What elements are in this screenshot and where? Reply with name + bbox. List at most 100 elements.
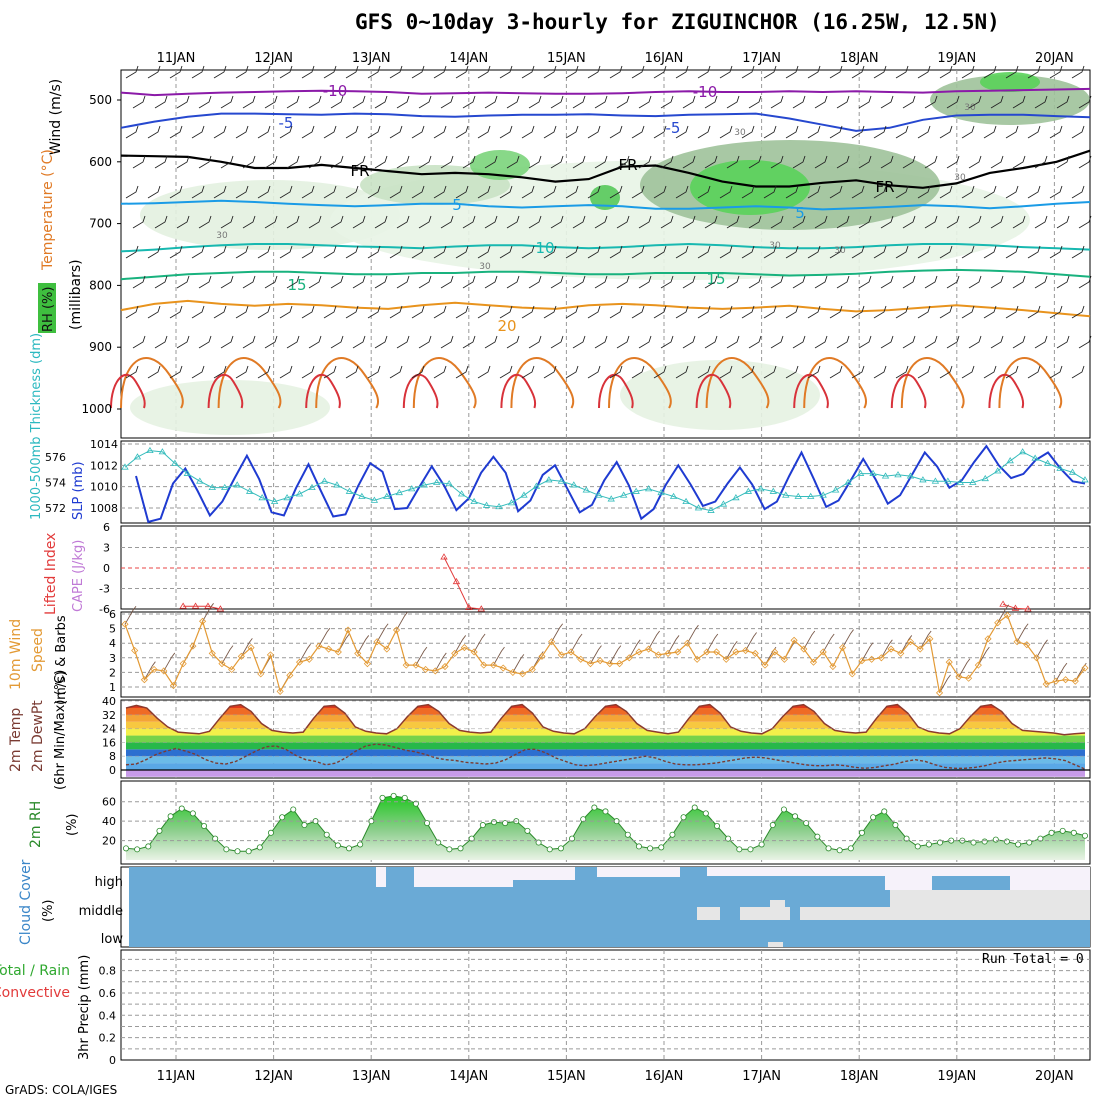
isotherm-label: 20: [497, 317, 516, 335]
thickness-marker: [869, 469, 877, 476]
wind-barb: [147, 305, 161, 319]
wind-barb: [572, 335, 586, 349]
rh-marker: [624, 831, 631, 838]
isotherm-15: [120, 268, 1091, 281]
wind-speed-marker: [422, 665, 430, 674]
rh-marker: [803, 820, 810, 827]
y-tick-label: 800: [89, 278, 112, 292]
wind-barb: [836, 215, 850, 229]
wind-speed-marker: [121, 620, 129, 628]
thickness-marker: [171, 459, 179, 466]
wind-speed-marker: [800, 645, 808, 653]
lifted-index-marker: [999, 600, 1007, 607]
wind-barb: [220, 215, 234, 229]
slp-tick-label: 1014: [90, 438, 118, 451]
wind-barb: [374, 95, 388, 109]
temp-band: [126, 770, 1085, 777]
wind-barb: [858, 155, 872, 169]
wind-barb: [587, 185, 601, 199]
wind-barb: [543, 125, 557, 139]
surface-wind-barb: [628, 639, 641, 659]
y-axis-label-slp: SLP (mb): [71, 461, 86, 520]
y-axis-label-rh: RH (%): [41, 287, 56, 332]
wind-barb: [433, 65, 447, 79]
surface-wind-barb: [880, 639, 893, 659]
cloud-gap-middle: [770, 900, 785, 920]
wind-barb: [411, 185, 425, 199]
wind-barb: [484, 155, 498, 169]
wind-barb: [1005, 305, 1019, 319]
warm-contour: [412, 357, 477, 409]
wind-barb: [125, 185, 139, 199]
wind-barb: [895, 305, 909, 319]
wind-barb: [367, 365, 381, 379]
li-tick-label: 0: [103, 562, 110, 575]
wind-speed-marker: [645, 645, 653, 653]
temp-tick-label: 8: [109, 750, 116, 763]
y-tick-label: 1000: [81, 402, 112, 416]
wind-barb: [1027, 305, 1041, 319]
thickness-marker: [632, 487, 640, 494]
wind-barb: [990, 335, 1004, 349]
wind-barb: [675, 185, 689, 199]
wind-barb: [477, 365, 491, 379]
wind-barb: [345, 125, 359, 139]
y-axis-label-total-rain: Total / Rain: [0, 963, 70, 979]
rh-marker: [591, 804, 598, 811]
temp-band: [126, 756, 1085, 764]
wind-barb: [770, 215, 784, 229]
wind-barb: [521, 245, 535, 259]
wind-barb: [565, 125, 579, 139]
rh-shading: [620, 360, 820, 430]
isotherm-label: FR: [618, 156, 637, 174]
li-tick-label: 3: [103, 542, 110, 555]
hot-contour: [207, 373, 244, 409]
wind-barb: [895, 365, 909, 379]
wind-speed-marker: [722, 655, 730, 663]
wind-barb: [609, 65, 623, 79]
wind-barb: [704, 155, 718, 169]
wind-speed-marker: [519, 670, 527, 678]
wind-barb: [785, 185, 799, 199]
surface-wind-barb: [609, 645, 622, 664]
wind-barb: [895, 65, 909, 79]
wind-barb: [609, 305, 623, 319]
rh-marker: [201, 823, 208, 830]
wind-speed-marker: [674, 648, 682, 656]
warm-contour: [900, 357, 965, 409]
wind-barb: [455, 185, 469, 199]
wind-speed-marker: [131, 646, 139, 655]
lifted-index-marker: [216, 605, 225, 612]
wind-barb: [917, 185, 931, 199]
wind-barb: [814, 215, 828, 229]
wind-speed-marker: [926, 635, 934, 643]
wind-barb: [653, 365, 667, 379]
wind-barb: [1078, 335, 1092, 349]
wind-speed-marker: [771, 648, 779, 656]
wind-barb: [543, 185, 557, 199]
wind-barb: [704, 275, 718, 289]
wind-barb: [594, 275, 608, 289]
rh-shading: [690, 160, 810, 215]
wind-barb: [455, 125, 469, 139]
wind-barb: [1049, 65, 1063, 79]
wind-barb: [770, 155, 784, 169]
y-axis-label-2m-dewpt: 2m DewPt: [30, 700, 46, 772]
wind-barb: [1027, 125, 1041, 139]
wind-barb: [1078, 215, 1092, 229]
thickness-marker: [383, 492, 391, 499]
rh-marker: [334, 842, 341, 849]
wind-speed-marker: [189, 642, 197, 650]
rh-marker: [680, 814, 687, 821]
y-axis-label-thickness: 1000-500mb Thickness (dm): [29, 333, 44, 520]
wind-barb: [330, 95, 344, 109]
wind-barb: [968, 155, 982, 169]
wind-barb: [433, 125, 447, 139]
wind-speed-marker: [848, 670, 856, 678]
cloud-tick-label: high: [95, 875, 123, 890]
wind-barb: [176, 275, 190, 289]
surface-wind-barb: [202, 603, 214, 622]
wind-barb: [1027, 245, 1041, 259]
wind-barb: [367, 245, 381, 259]
wind-speed-marker: [499, 664, 507, 672]
